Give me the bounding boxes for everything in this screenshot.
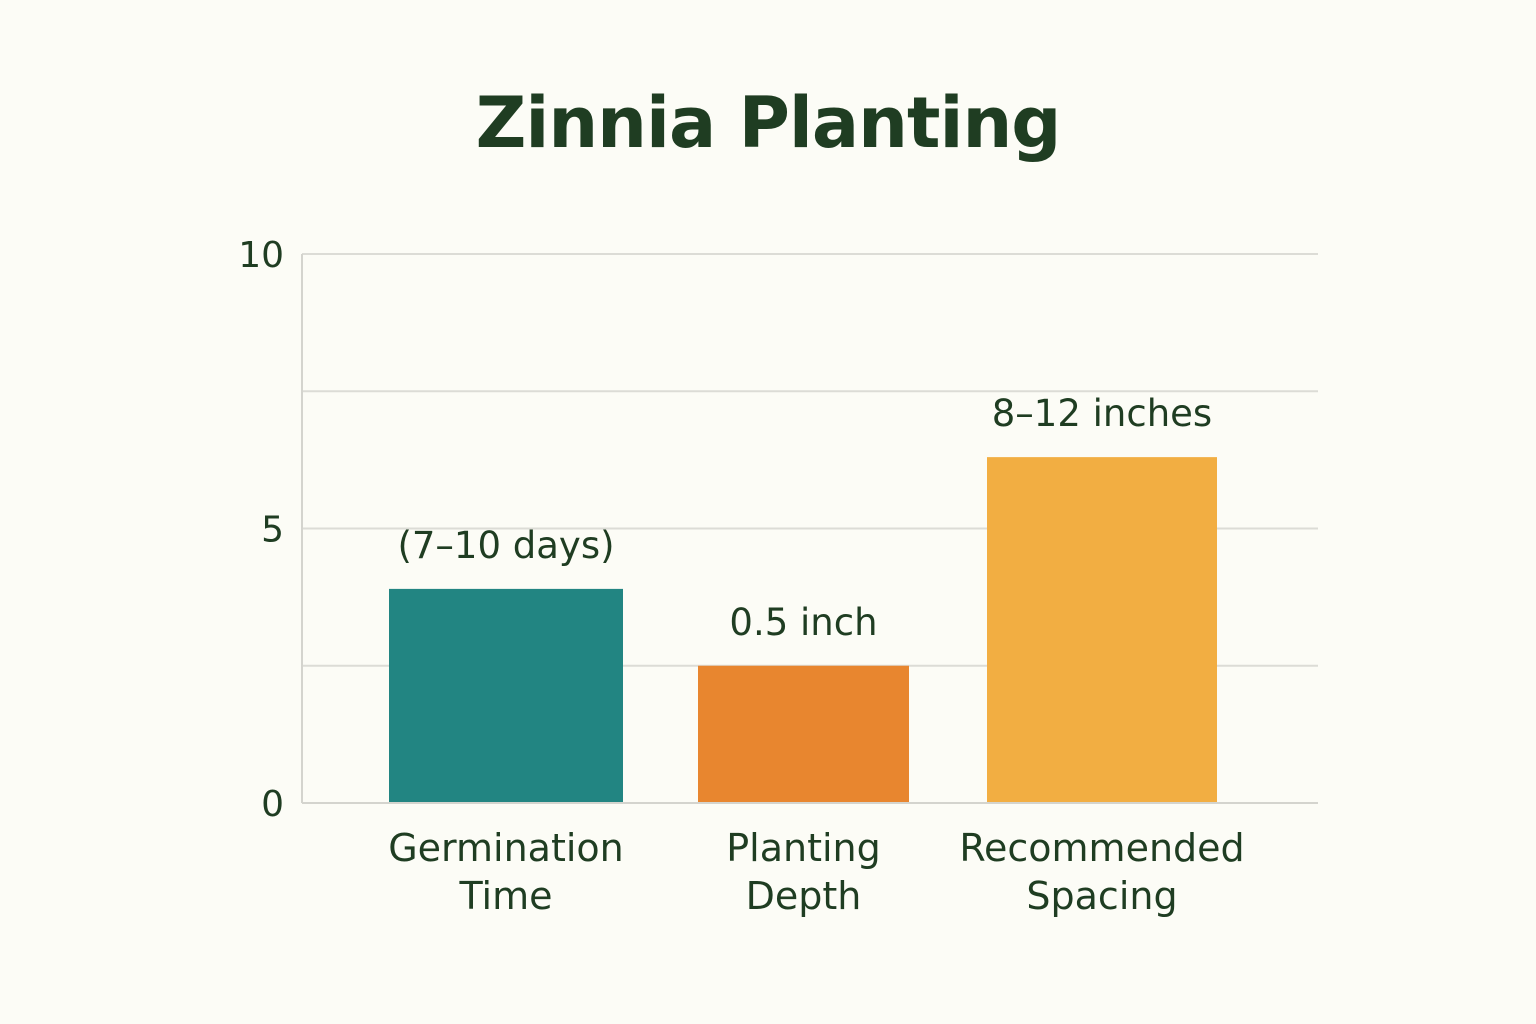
bar (389, 588, 623, 803)
x-tick-label: Spacing (1026, 874, 1177, 918)
x-tick-label: Depth (746, 874, 862, 918)
chart-title: Zinnia Planting (475, 82, 1062, 164)
data-label: 0.5 inch (729, 601, 877, 644)
x-tick-label: Time (459, 874, 553, 918)
y-tick-label: 10 (238, 235, 284, 276)
data-label: 8–12 inches (992, 392, 1212, 435)
x-tick-label: Planting (726, 826, 881, 870)
bar (987, 457, 1217, 803)
x-tick-label: Germination (388, 826, 624, 870)
data-label: (7–10 days) (397, 524, 614, 567)
bar (698, 665, 909, 803)
y-tick-label: 0 (261, 784, 284, 825)
x-tick-label: Recommended (959, 826, 1244, 870)
y-tick-label: 5 (261, 510, 284, 551)
